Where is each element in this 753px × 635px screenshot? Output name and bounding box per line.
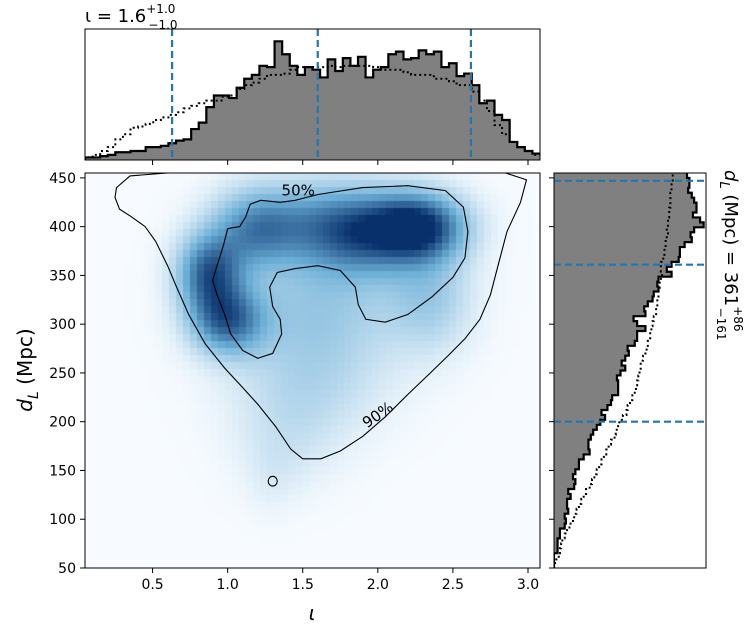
y-axis-label: dL (Mpc): [13, 328, 42, 411]
density-heatmap: [85, 173, 540, 568]
y-tick-label: 50: [58, 561, 76, 577]
top-hist-fill: [85, 41, 540, 160]
top-panel-ticks: [152, 160, 529, 165]
y-axis-ticks: 50 100 150 200 250 300 350 400 450: [49, 171, 85, 577]
right-panel-ticks: [549, 177, 554, 569]
y-tick-label: 350: [49, 268, 76, 284]
top-panel-title: ι = 1.6+1.0 −1.0: [85, 2, 178, 32]
x-tick-label: 1.0: [217, 577, 239, 593]
y-tick-label: 400: [49, 220, 76, 236]
right-histogram: [554, 173, 706, 568]
x-tick-label: 0.5: [141, 577, 163, 593]
y-tick-label: 300: [49, 317, 76, 333]
y-tick-label: 200: [49, 415, 76, 431]
contour-label: 50%: [282, 182, 315, 200]
y-tick-label: 450: [49, 171, 76, 187]
right-marginal-panel: dL (Mpc) = 361+86−161: [549, 170, 745, 569]
right-hist-prior-dotted: [554, 173, 674, 568]
joint-panel-frame: [84, 172, 541, 569]
x-tick-label: 3.0: [517, 577, 539, 593]
top-histogram: [85, 29, 540, 160]
x-axis-label: ι: [309, 601, 316, 625]
top-marginal-panel: ι = 1.6+1.0 −1.0: [84, 2, 541, 165]
y-tick-label: 100: [49, 512, 76, 528]
right-panel-title: dL (Mpc) = 361+86−161: [714, 170, 745, 341]
top-panel-frame: [84, 28, 541, 161]
joint-panel: 50%90% 0.5 1.0 1.5 2.0 2.5 3.0 50100150200250…: [13, 171, 541, 625]
contour-90-line: [114, 173, 528, 460]
x-tick-label: 1.5: [292, 577, 314, 593]
y-tick-label: 250: [49, 366, 76, 382]
x-axis-ticks: 0.5 1.0 1.5 2.0 2.5 3.0: [141, 568, 539, 593]
x-tick-label: 2.0: [367, 577, 389, 593]
top-hist-edge: [85, 40, 540, 160]
contour-50-outer-line: [212, 185, 469, 359]
contour-island: [267, 475, 278, 487]
x-tick-label: 2.5: [442, 577, 464, 593]
top-hist-prior-dotted: [85, 64, 540, 160]
right-hist-edge: [554, 173, 705, 568]
right-panel-frame: [553, 172, 707, 569]
y-tick-label: 150: [49, 463, 76, 479]
